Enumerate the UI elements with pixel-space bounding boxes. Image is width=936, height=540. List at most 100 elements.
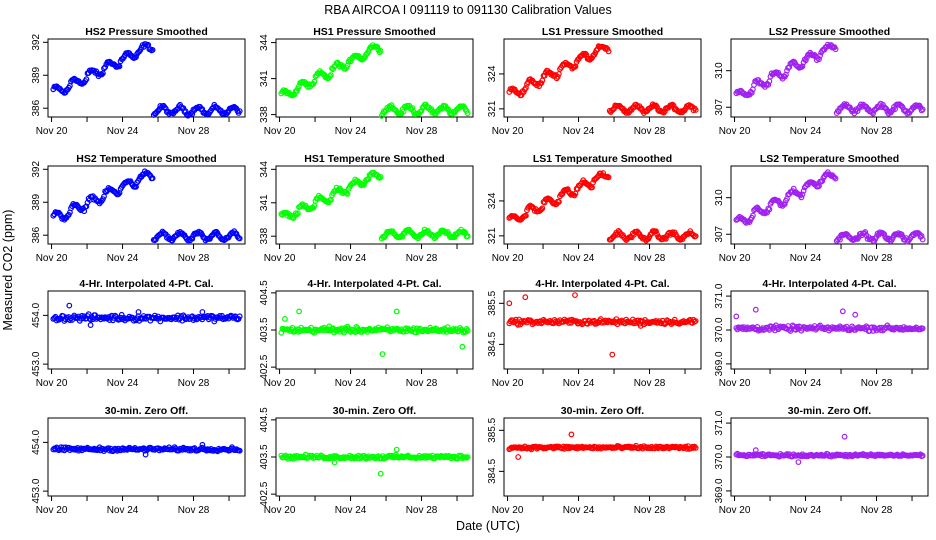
data-point: [371, 327, 377, 334]
x-tick-label: Nov 24: [335, 126, 367, 137]
data-point: [83, 76, 90, 83]
data-point: [541, 72, 548, 79]
panel-frame: [47, 165, 246, 245]
data-point: [817, 52, 823, 59]
data-point: [98, 71, 105, 78]
data-point: [135, 309, 142, 315]
data-point: [659, 108, 666, 115]
data-point: [918, 107, 925, 114]
data-point: [568, 431, 575, 438]
data-point: [919, 452, 926, 459]
x-tick-label: Nov 24: [563, 505, 595, 516]
data-point: [199, 441, 206, 448]
data-point: [765, 81, 772, 88]
x-tick-label: Nov 24: [563, 126, 595, 137]
x-tick-label: Nov 28: [406, 505, 438, 516]
x-tick-label: Nov 28: [634, 253, 666, 264]
x-tick-label: Nov 28: [634, 378, 666, 389]
x-tick-label: Nov 20: [264, 505, 296, 516]
data-point: [816, 56, 822, 63]
data-point: [752, 447, 759, 454]
panel-title: 30-min. Zero Off.: [788, 405, 872, 417]
x-tick-label: Nov 20: [719, 253, 751, 264]
y-tick-label: 402.5: [259, 354, 270, 379]
data-point: [99, 70, 106, 77]
data-point: [393, 446, 400, 453]
data-point: [459, 343, 466, 350]
y-tick-label: 403.5: [259, 317, 270, 342]
data-point: [580, 50, 587, 57]
y-tick-label: 385.5: [487, 417, 498, 442]
x-tick-label: Nov 20: [492, 253, 524, 264]
panel-title: 4-Hr. Interpolated 4-Pt. Cal.: [79, 278, 213, 290]
data-point: [781, 201, 788, 208]
panel-title: LS2 Pressure Smoothed: [769, 26, 890, 38]
x-tick-label: Nov 28: [178, 253, 210, 264]
panel-title: HS1 Temperature Smoothed: [304, 153, 444, 165]
data-point: [556, 198, 562, 205]
x-tick-label: Nov 20: [492, 505, 524, 516]
panel-title: 30-min. Zero Off.: [105, 405, 189, 417]
data-point: [881, 231, 887, 238]
data-point: [819, 178, 826, 184]
data-point: [506, 300, 513, 307]
panel-title: 4-Hr. Interpolated 4-Pt. Cal.: [762, 278, 896, 290]
data-point: [236, 313, 243, 320]
data-point: [311, 78, 318, 85]
data-point: [554, 73, 561, 80]
data-point: [839, 308, 846, 315]
x-tick-label: Nov 28: [406, 378, 438, 389]
data-point: [377, 48, 384, 54]
x-tick-label: Nov 28: [406, 126, 438, 137]
y-tick-label: 386: [31, 99, 42, 116]
data-point: [66, 302, 73, 309]
panel-frame: [503, 165, 702, 245]
data-point: [376, 174, 383, 181]
x-tick-label: Nov 20: [264, 126, 296, 137]
x-tick-label: Nov 20: [264, 378, 296, 389]
panel-frame: [730, 38, 929, 118]
y-tick-label: 386: [31, 226, 42, 243]
data-point: [589, 184, 595, 191]
data-point: [862, 229, 869, 235]
y-tick-label: 454.0: [31, 302, 42, 327]
data-point: [464, 233, 471, 240]
x-tick-label: Nov 24: [107, 505, 139, 516]
data-point: [508, 86, 515, 93]
x-tick-label: Nov 20: [492, 126, 524, 137]
data-point: [585, 55, 592, 62]
y-tick-label: 338: [259, 106, 270, 123]
data-point: [361, 182, 367, 188]
data-point: [189, 235, 196, 242]
x-tick-label: Nov 24: [563, 378, 595, 389]
data-point: [869, 324, 875, 331]
data-point: [582, 50, 589, 57]
panel-7: LS1 Temperature Smoothed Nov 20 Nov 24 Nov …: [487, 153, 702, 264]
y-tick-label: 310: [714, 189, 725, 206]
data-point: [379, 351, 386, 358]
data-point: [520, 89, 527, 95]
x-tick-label: Nov 24: [107, 378, 139, 389]
data-point: [182, 108, 189, 115]
y-tick-label: 344: [259, 161, 270, 178]
x-tick-label: Nov 20: [719, 126, 751, 137]
figure-xlabel: Date (UTC): [456, 519, 520, 533]
data-point: [637, 323, 644, 329]
x-tick-label: Nov 28: [634, 126, 666, 137]
data-point: [328, 72, 334, 78]
y-tick-label: 384.5: [487, 458, 498, 483]
panel-title: LS1 Pressure Smoothed: [542, 26, 663, 38]
data-point: [450, 326, 457, 332]
y-tick-label: 392: [31, 34, 42, 51]
data-point: [660, 109, 667, 116]
panel-13: 30-min. Zero Off. Nov 20 Nov 24 Nov 28 453.0…: [31, 405, 246, 516]
panel-title: 30-min. Zero Off.: [561, 405, 645, 417]
data-point: [605, 48, 612, 55]
x-tick-label: Nov 24: [563, 253, 595, 264]
x-tick-label: Nov 24: [790, 505, 822, 516]
data-point: [236, 447, 243, 454]
data-point: [593, 47, 600, 54]
data-point: [733, 313, 740, 320]
y-tick-label: 324: [487, 65, 498, 82]
panel-10: 4-Hr. Interpolated 4-Pt. Cal. Nov 20 Nov 2…: [259, 278, 474, 389]
